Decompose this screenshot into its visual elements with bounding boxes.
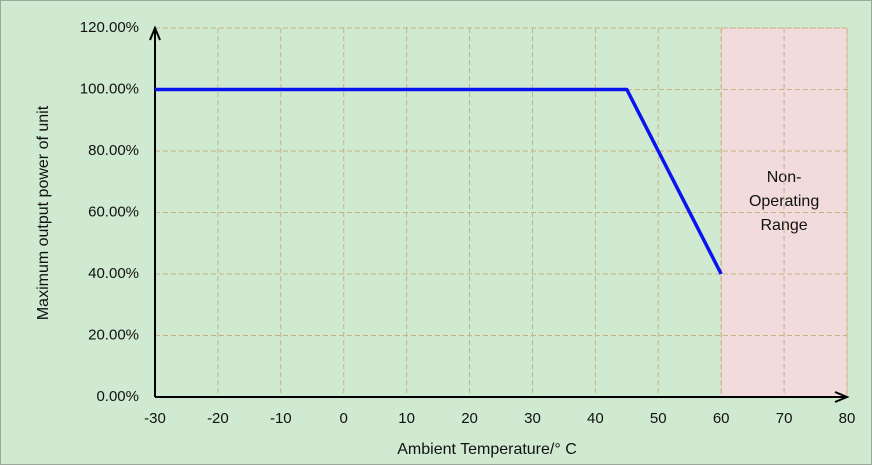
x-tick-label: 50 <box>650 410 667 427</box>
x-axis-arrow <box>834 391 850 403</box>
x-tick-label: -20 <box>207 410 229 427</box>
y-tick-label: 80.00% <box>88 142 139 159</box>
x-tick-label: 20 <box>461 410 478 427</box>
region-label: Non- <box>767 169 802 186</box>
y-tick-label: 40.00% <box>88 265 139 282</box>
y-tick-label: 20.00% <box>88 326 139 343</box>
x-tick-label: -30 <box>144 410 166 427</box>
y-tick-label: 120.00% <box>80 19 139 36</box>
y-tick-label: 100.00% <box>80 80 139 97</box>
x-tick-label: 70 <box>776 410 793 427</box>
x-tick-label: 0 <box>340 410 348 427</box>
x-tick-label: 30 <box>524 410 541 427</box>
x-tick-label: -10 <box>270 410 292 427</box>
data-line <box>155 87 723 275</box>
region-label: Range <box>761 217 808 234</box>
x-tick-label: 80 <box>839 410 856 427</box>
x-tick-label: 60 <box>713 410 730 427</box>
x-tick-label: 10 <box>398 410 415 427</box>
y-axis-arrow <box>149 25 161 41</box>
y-axis-label: Maximum output power of unit <box>35 105 52 320</box>
region-label: Operating <box>749 193 819 210</box>
x-tick-label: 40 <box>587 410 604 427</box>
x-axis-label: Ambient Temperature/° C <box>397 441 577 458</box>
y-tick-label: 60.00% <box>88 203 139 220</box>
y-tick-label: 0.00% <box>96 388 139 405</box>
